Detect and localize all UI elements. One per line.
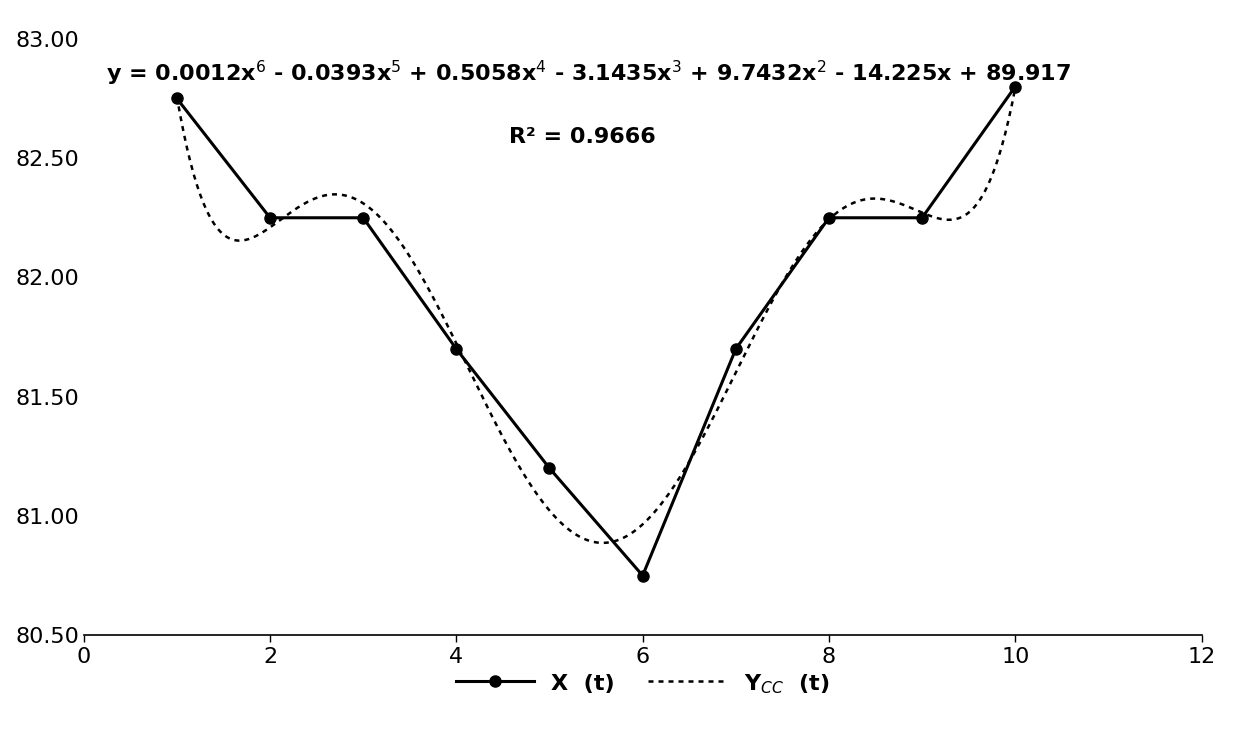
Text: R² = 0.9666: R² = 0.9666 (508, 126, 655, 147)
Legend: X  (t), Y$_{CC}$  (t): X (t), Y$_{CC}$ (t) (446, 663, 838, 705)
Text: y = 0.0012x$^6$ - 0.0393x$^5$ + 0.5058x$^4$ - 3.1435x$^3$ + 9.7432x$^2$ - 14.225: y = 0.0012x$^6$ - 0.0393x$^5$ + 0.5058x$… (107, 59, 1071, 88)
